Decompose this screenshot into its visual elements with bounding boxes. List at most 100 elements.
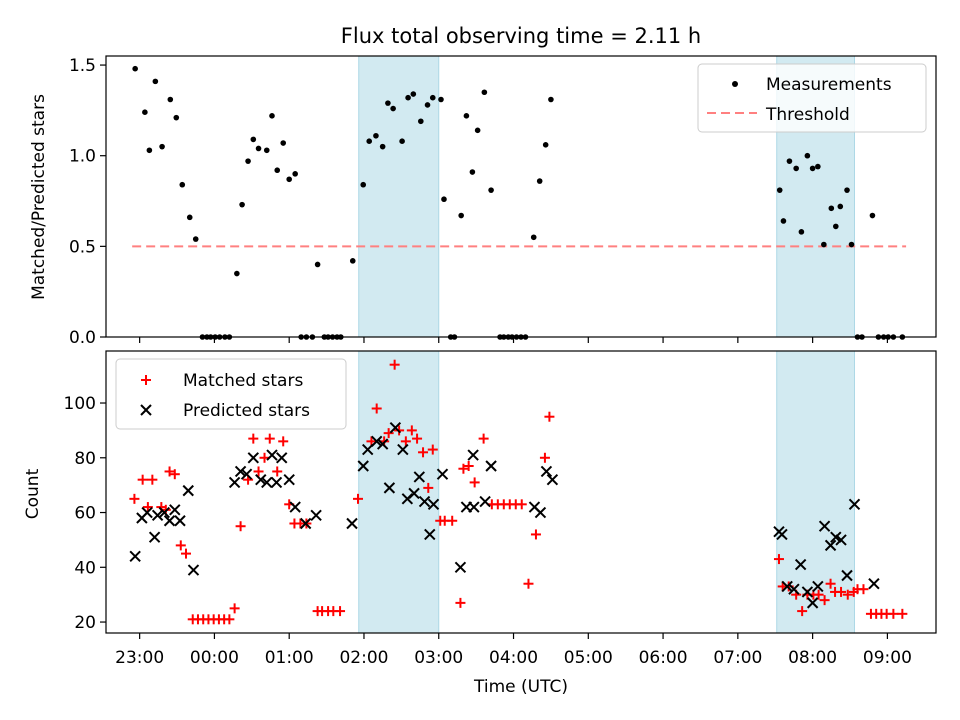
cross-b bbox=[848, 498, 861, 511]
predicted-point bbox=[479, 495, 491, 508]
cross-b bbox=[247, 452, 260, 464]
matched-point bbox=[175, 540, 186, 551]
predicted-point bbox=[370, 435, 383, 448]
cross-b bbox=[413, 471, 426, 483]
predicted-point bbox=[841, 569, 853, 582]
predicted-point bbox=[228, 476, 241, 489]
y-tick-label: 80 bbox=[74, 449, 96, 469]
matched-point bbox=[897, 608, 908, 619]
highlight-band bbox=[358, 350, 440, 634]
predicted-point bbox=[234, 465, 247, 478]
matched-point bbox=[235, 521, 246, 532]
measurement-point bbox=[399, 138, 405, 145]
cross-b bbox=[468, 501, 480, 513]
matched-point bbox=[418, 447, 429, 458]
measurement-point bbox=[410, 91, 417, 97]
matched-point bbox=[842, 589, 853, 600]
cross-b bbox=[141, 506, 153, 519]
predicted-point bbox=[276, 452, 288, 464]
top-plot-frame bbox=[105, 55, 937, 338]
measurement-point bbox=[869, 212, 876, 219]
legend-predicted-label: Predicted stars bbox=[183, 401, 310, 421]
predicted-point bbox=[376, 438, 389, 450]
cross-b bbox=[424, 528, 436, 541]
measurement-point bbox=[366, 138, 373, 145]
x-tick-label: 03:00 bbox=[414, 648, 463, 668]
predicted-point bbox=[182, 484, 194, 497]
cross-b bbox=[276, 452, 288, 464]
predicted-point bbox=[151, 509, 164, 521]
measurement-points bbox=[132, 65, 906, 340]
x-tick-label: 05:00 bbox=[564, 648, 613, 668]
cross-b bbox=[479, 495, 491, 508]
bottom-legend-box bbox=[115, 358, 347, 430]
measurement-point bbox=[536, 178, 543, 184]
bottom-legend: Matched stars Predicted stars bbox=[115, 358, 347, 430]
predicted-point bbox=[283, 473, 295, 486]
cross-b bbox=[129, 550, 141, 563]
x-tick-label: 00:00 bbox=[190, 648, 239, 668]
measurement-point bbox=[274, 167, 281, 174]
predicted-point bbox=[546, 473, 559, 486]
matched-point bbox=[383, 428, 394, 439]
measurement-point bbox=[469, 169, 476, 175]
x-tick-label: 02:00 bbox=[339, 648, 388, 668]
predicted-star-points bbox=[129, 421, 880, 609]
cross-b bbox=[546, 473, 559, 486]
predicted-point bbox=[424, 528, 436, 541]
measurement-point bbox=[167, 96, 174, 103]
cross-b bbox=[835, 534, 847, 546]
predicted-point bbox=[485, 460, 497, 472]
predicted-point bbox=[788, 583, 800, 595]
cross-b bbox=[148, 531, 161, 543]
measurement-point bbox=[373, 132, 379, 139]
predicted-point bbox=[454, 561, 467, 573]
matched-point bbox=[813, 589, 824, 600]
chart-title: Flux total observing time = 2.11 h bbox=[341, 24, 701, 48]
measurement-point bbox=[245, 158, 251, 164]
matched-point bbox=[825, 578, 836, 589]
predicted-point bbox=[413, 471, 426, 483]
measurement-point bbox=[463, 113, 470, 119]
measurement-point bbox=[152, 78, 159, 85]
predicted-point bbox=[240, 468, 253, 480]
matched-point bbox=[253, 466, 264, 477]
cross-b bbox=[389, 421, 402, 434]
cross-b bbox=[169, 504, 181, 516]
predicted-point bbox=[776, 528, 788, 541]
predicted-point bbox=[289, 501, 301, 513]
predicted-point bbox=[362, 443, 374, 456]
cross-b bbox=[310, 509, 322, 521]
matched-point bbox=[819, 595, 830, 606]
predicted-point bbox=[397, 443, 409, 456]
cross-b bbox=[270, 476, 283, 489]
cross-b bbox=[383, 482, 396, 494]
legend-predicted-marker bbox=[140, 404, 152, 416]
top-y-axis-label: Matched/Predicted stars bbox=[29, 94, 49, 300]
legend-threshold-label: Threshold bbox=[765, 105, 850, 125]
predicted-point bbox=[436, 468, 449, 480]
matched-point bbox=[278, 436, 289, 447]
measurement-point bbox=[441, 196, 447, 203]
cross-b bbox=[158, 506, 171, 519]
cross-b bbox=[151, 509, 164, 521]
predicted-point bbox=[270, 476, 283, 489]
measurement-point bbox=[474, 127, 481, 134]
measurement-point bbox=[804, 152, 811, 159]
cross-b bbox=[794, 558, 807, 571]
predicted-point bbox=[781, 580, 793, 593]
matched-point bbox=[478, 433, 489, 444]
bottom-y-axis: 20 40 60 80 100 bbox=[64, 394, 106, 633]
measurement-point bbox=[848, 241, 855, 248]
predicted-point bbox=[174, 515, 186, 527]
x-tick-label: 09:00 bbox=[863, 648, 912, 668]
matched-point bbox=[544, 411, 555, 422]
predicted-point bbox=[261, 476, 273, 489]
predicted-point bbox=[383, 482, 396, 494]
x-tick-label: 01:00 bbox=[265, 648, 314, 668]
measurement-point bbox=[488, 187, 494, 193]
legend-plus bbox=[141, 375, 151, 385]
predicted-point bbox=[467, 449, 479, 461]
measurement-point bbox=[132, 65, 138, 72]
y-tick-label: 0.0 bbox=[69, 328, 96, 348]
